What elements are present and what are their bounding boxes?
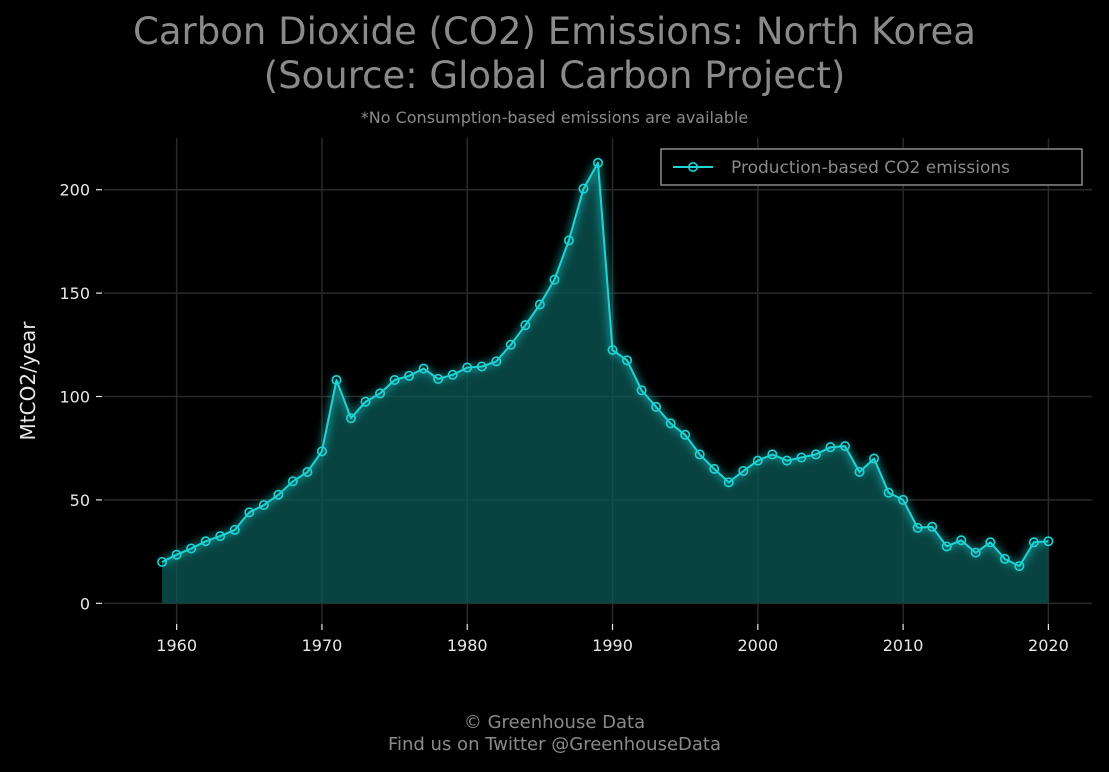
data-point <box>622 355 633 366</box>
x-tick-label: 2000 <box>737 636 778 655</box>
data-point <box>578 183 589 194</box>
footer-twitter: Find us on Twitter @GreenhouseData <box>387 734 722 755</box>
data-point <box>694 449 705 460</box>
x-tick-label: 1990 <box>592 636 633 655</box>
data-point <box>404 370 415 381</box>
data-point <box>229 524 240 535</box>
data-point <box>244 507 255 518</box>
data-point <box>854 466 865 477</box>
data-point <box>1043 536 1054 547</box>
data-point <box>302 466 313 477</box>
x-tick-label: 1980 <box>447 636 488 655</box>
y-tick-label: 50 <box>70 491 90 510</box>
legend-label: Production-based CO2 emissions <box>731 158 1010 178</box>
data-point <box>200 536 211 547</box>
data-point <box>912 522 923 533</box>
data-point <box>389 374 400 385</box>
data-point <box>592 157 603 168</box>
data-point <box>433 373 444 384</box>
data-point <box>680 429 691 440</box>
data-point <box>215 531 226 542</box>
data-point <box>636 385 647 396</box>
data-point <box>171 549 182 560</box>
data-point <box>985 537 996 548</box>
x-tick-label: 2010 <box>883 636 924 655</box>
legend-box <box>660 148 1083 186</box>
data-point <box>825 442 836 453</box>
data-point <box>1014 561 1025 572</box>
data-point <box>476 361 487 372</box>
data-point <box>360 396 371 407</box>
y-tick-label: 150 <box>59 284 90 303</box>
data-point <box>941 541 952 552</box>
data-point <box>709 463 720 474</box>
y-tick-label: 200 <box>59 181 90 200</box>
series <box>157 157 1054 604</box>
data-point <box>186 543 197 554</box>
data-point <box>752 455 763 466</box>
data-point <box>723 477 734 488</box>
data-point <box>375 388 386 399</box>
chart-title-line-2: (Source: Global Carbon Project) <box>263 54 846 97</box>
y-axis-label: MtCO2/year <box>16 321 40 441</box>
legend: Production-based CO2 emissions <box>660 148 1083 186</box>
x-tick-label: 1960 <box>156 636 197 655</box>
data-point <box>287 476 298 487</box>
data-point <box>898 494 909 505</box>
data-point <box>505 339 516 350</box>
data-point <box>839 441 850 452</box>
data-point <box>927 521 938 532</box>
footer-copyright: © Greenhouse Data <box>463 712 646 733</box>
data-point <box>273 489 284 500</box>
data-point <box>418 363 429 374</box>
data-point <box>781 455 792 466</box>
data-point <box>796 452 807 463</box>
data-point <box>869 453 880 464</box>
data-point <box>331 374 342 385</box>
data-point <box>316 446 327 457</box>
data-point <box>520 320 531 331</box>
data-point <box>157 556 168 567</box>
data-point <box>956 535 967 546</box>
data-point <box>1028 537 1039 548</box>
data-point <box>258 500 269 511</box>
chart-title-line-1: Carbon Dioxide (CO2) Emissions: North Ko… <box>133 10 976 53</box>
legend-swatch-marker <box>687 162 698 173</box>
data-point <box>549 274 560 285</box>
data-point <box>345 413 356 424</box>
area-fill <box>162 162 1049 604</box>
chart-title: Carbon Dioxide (CO2) Emissions: North Ko… <box>0 10 1109 98</box>
chart-subtitle: *No Consumption-based emissions are avai… <box>360 108 749 127</box>
y-tick-label: 0 <box>80 594 90 613</box>
data-point <box>738 465 749 476</box>
data-point <box>447 369 458 380</box>
footer: © Greenhouse Data Find us on Twitter @Gr… <box>0 712 1109 756</box>
data-point <box>563 235 574 246</box>
data-point <box>810 449 821 460</box>
x-tick-label: 1970 <box>302 636 343 655</box>
data-point <box>651 401 662 412</box>
y-tick-label: 100 <box>59 388 90 407</box>
data-point <box>883 487 894 498</box>
x-tick-label: 2020 <box>1028 636 1069 655</box>
data-point <box>491 356 502 367</box>
data-point <box>999 553 1010 564</box>
data-point <box>462 362 473 373</box>
data-point <box>607 344 618 355</box>
axes: 1960 1970 1980 1990 2000 2010 2020 0 50 100 150 200… <box>16 181 1069 655</box>
data-point <box>665 418 676 429</box>
data-point <box>534 299 545 310</box>
data-point <box>767 449 778 460</box>
data-point <box>970 547 981 558</box>
